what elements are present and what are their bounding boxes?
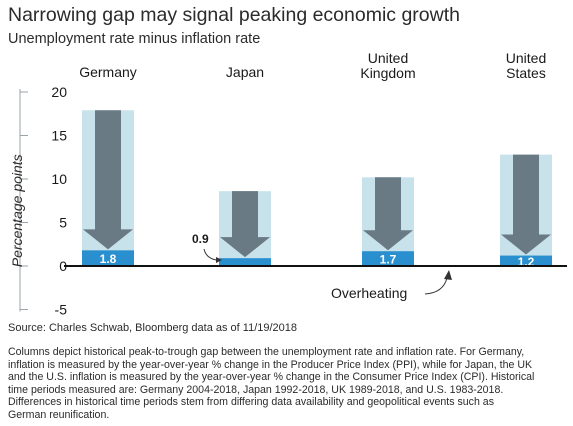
decline-arrow bbox=[501, 154, 551, 255]
footnote-line: Columns depict historical peak-to-trough… bbox=[8, 346, 525, 358]
current-gap-bar bbox=[500, 255, 552, 266]
footnote: Columns depict historical peak-to-trough… bbox=[8, 346, 566, 422]
current-value-label: 1.7 bbox=[380, 253, 397, 267]
y-tick-label: 20 bbox=[51, 84, 67, 100]
decline-arrow bbox=[363, 177, 413, 251]
gap-bar-chart: 20 15 10 5 0 -5 Percentage points Germany Japan U… bbox=[9, 50, 567, 318]
footnote-line: inflation is measured by the year-over-y… bbox=[8, 358, 533, 371]
category-label: United bbox=[506, 50, 546, 66]
source-note: Source: Charles Schwab, Bloomberg data a… bbox=[8, 322, 298, 334]
footnote-line: Differences in historical time periods s… bbox=[8, 396, 494, 409]
footnote-line: time periods measured are: Germany 2004-… bbox=[8, 383, 504, 396]
y-tick-label: 10 bbox=[51, 171, 67, 187]
overheating-pointer-line bbox=[424, 277, 448, 295]
decline-arrow bbox=[220, 191, 270, 258]
chart-title: Narrowing gap may signal peaking economi… bbox=[8, 4, 460, 26]
japan-pointer-line bbox=[203, 248, 217, 261]
footnote-line: and the U.S. inflation is measured by th… bbox=[8, 371, 535, 384]
overheating-annotation: Overheating bbox=[331, 285, 407, 301]
current-gap-bar bbox=[219, 258, 271, 266]
y-tick-label: -5 bbox=[55, 302, 68, 318]
category-label: Japan bbox=[226, 64, 264, 80]
category-label: States bbox=[506, 65, 546, 81]
category-label: United bbox=[368, 50, 408, 66]
current-value-label: 1.8 bbox=[100, 252, 117, 266]
overheating-pointer-head bbox=[444, 270, 452, 280]
y-axis-title: Percentage points bbox=[9, 154, 25, 267]
footnote-line: German reunification. bbox=[8, 408, 110, 421]
y-tick-label: 15 bbox=[51, 128, 67, 144]
y-tick-label: 5 bbox=[59, 215, 67, 231]
japan-pointer-head bbox=[216, 257, 222, 263]
category-label: Kingdom bbox=[360, 65, 415, 81]
y-tick-label: 0 bbox=[59, 258, 67, 274]
chart-subtitle: Unemployment rate minus inflation rate bbox=[8, 31, 261, 47]
current-gap-bar bbox=[82, 250, 134, 266]
category-label: Germany bbox=[79, 64, 137, 80]
current-gap-bar bbox=[362, 251, 414, 266]
current-value-label: 0.9 bbox=[192, 232, 209, 246]
decline-arrow bbox=[83, 110, 133, 250]
